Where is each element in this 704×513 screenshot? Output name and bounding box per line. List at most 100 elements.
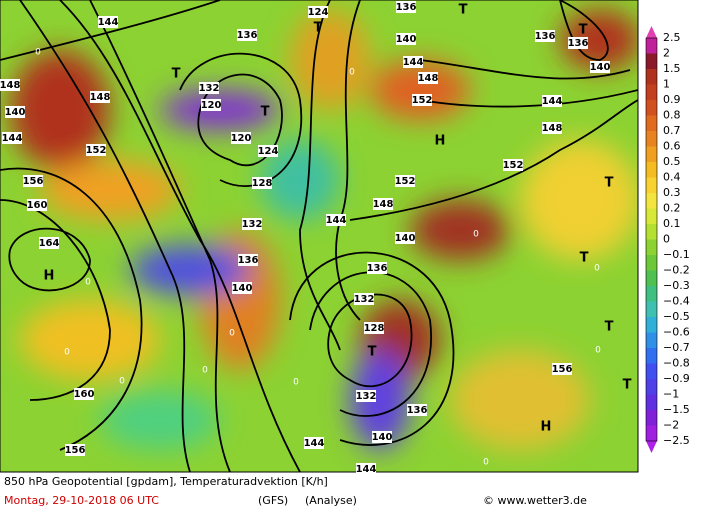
label-box: [356, 390, 376, 402]
zero-label: 0: [64, 348, 70, 358]
label-box: [242, 218, 262, 230]
pressure-center: T: [459, 3, 468, 18]
colorbar-label: −2.5: [663, 434, 690, 447]
colorbar-label: 0.4: [663, 171, 681, 184]
zero-label: 0: [35, 48, 41, 58]
colorbar-label: 0.3: [663, 186, 681, 199]
colorbar-band: [646, 301, 657, 318]
colorbar-label: −1: [663, 388, 679, 401]
contour-label: 140: [5, 107, 26, 118]
contour-label: 124: [258, 146, 279, 157]
colorbar-band: [646, 84, 657, 101]
contour-label: 140: [232, 283, 253, 294]
label-box: [232, 282, 252, 294]
colorbar-label: 0.6: [663, 140, 681, 153]
colorbar: 2.5 2 1.5 1 0.9 0.8 0.7 0.6 0.5 0.4 0.3 0.2 0.1 0 −0.1…: [645, 26, 690, 453]
colorbar-band: [646, 115, 657, 132]
label-box: [2, 132, 22, 144]
contour-label: 144: [403, 57, 424, 68]
label-box: [590, 61, 610, 73]
label-box: [396, 33, 416, 45]
zero-label: 0: [202, 366, 208, 376]
zero-label: 0: [229, 329, 235, 339]
label-box: [308, 6, 328, 18]
contour-label: 136: [407, 405, 428, 416]
contour-label: 136: [568, 38, 589, 49]
contour-label: 148: [418, 73, 439, 84]
label-box: [403, 56, 423, 68]
colorbar-band: [646, 162, 657, 178]
pressure-center: T: [580, 251, 589, 266]
contour-label: 136: [237, 30, 258, 41]
contour-label: 144: [542, 96, 563, 107]
label-box: [354, 293, 374, 305]
colorbar-label: 0.1: [663, 217, 681, 230]
colorbar-label: 2.5: [663, 31, 681, 44]
colorbar-label: −0.7: [663, 341, 690, 354]
contour-label: 128: [364, 323, 385, 334]
colorbar-band: [646, 332, 657, 349]
contour-label: 152: [395, 176, 416, 187]
pressure-center: T: [261, 105, 270, 120]
contour-label: 148: [373, 199, 394, 210]
colorbar-label: 0: [663, 233, 670, 246]
colorbar-band: [646, 270, 657, 287]
label-box: [304, 437, 324, 449]
colorbar-label: −0.1: [663, 248, 690, 261]
colorbar-label: −0.2: [663, 264, 690, 277]
colorbar-label: −1.5: [663, 403, 690, 416]
colorbar-label: −0.9: [663, 372, 690, 385]
label-box: [542, 122, 562, 134]
colorbar-label: 0.8: [663, 109, 681, 122]
contour-label: 160: [27, 200, 48, 211]
colorbar-band: [646, 224, 657, 240]
colorbar-label: −0.8: [663, 357, 690, 370]
label-box: [0, 79, 20, 91]
label-box: [27, 199, 47, 211]
map-field: [0, 0, 638, 472]
contour-label: 148: [542, 123, 563, 134]
colorbar-label: 0.9: [663, 93, 681, 106]
contour-label: 156: [23, 176, 44, 187]
colorbar-label: −0.6: [663, 326, 690, 339]
colorbar-label: 0.7: [663, 124, 681, 137]
colorbar-band: [646, 100, 657, 116]
colorbar-band: [646, 131, 657, 147]
contour-label: 144: [326, 215, 347, 226]
label-box: [74, 388, 94, 400]
pressure-center: T: [314, 21, 323, 36]
colorbar-band: [646, 348, 657, 364]
contour-label: 144: [304, 438, 325, 449]
label-box: [407, 404, 427, 416]
pressure-center: T: [623, 378, 632, 393]
label-box: [86, 144, 106, 156]
contour-label: 140: [372, 432, 393, 443]
colorbar-label: −2: [663, 419, 679, 432]
pressure-center: H: [435, 134, 446, 149]
pressure-center: T: [605, 176, 614, 191]
contour-label: 140: [395, 233, 416, 244]
contour-label: 136: [367, 263, 388, 274]
colorbar-band: [646, 255, 657, 271]
colorbar-label: 1: [663, 78, 670, 91]
colorbar-band: [646, 286, 657, 302]
colorbar-arrow: [646, 26, 657, 38]
footer-date: Montag, 29-10-2018 06 UTC: [4, 494, 159, 507]
zero-label: 0: [595, 346, 601, 356]
label-box: [395, 232, 415, 244]
colorbar-band: [646, 394, 657, 411]
contour-label: 152: [86, 145, 107, 156]
label-box: [367, 262, 387, 274]
label-box: [237, 29, 257, 41]
label-box: [568, 37, 588, 49]
contour-label: 148: [0, 80, 20, 91]
label-box: [252, 177, 272, 189]
label-box: [373, 198, 393, 210]
label-box: [395, 175, 415, 187]
colorbar-band: [646, 363, 657, 380]
contour-label: 136: [238, 255, 259, 266]
pressure-center: T: [605, 320, 614, 335]
colorbar-frame: [645, 37, 658, 442]
label-box: [5, 106, 25, 118]
